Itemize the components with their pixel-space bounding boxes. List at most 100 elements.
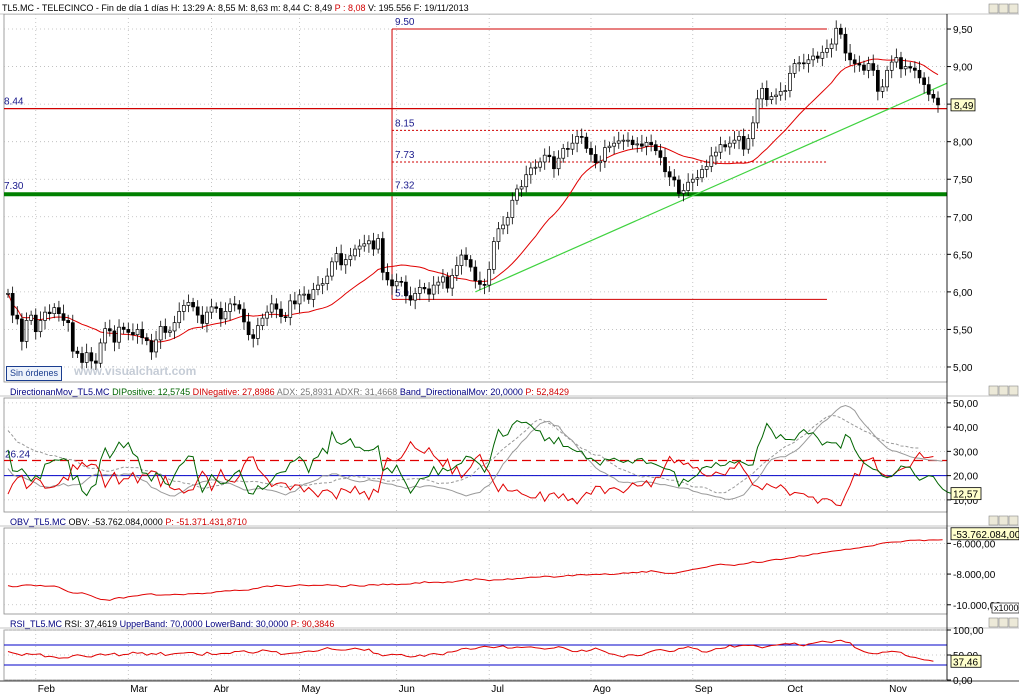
adx-line bbox=[7, 404, 943, 500]
panel-3-minimize-button[interactable] bbox=[988, 515, 999, 526]
price-header-a: A: 8,55 bbox=[207, 3, 236, 13]
candle-body bbox=[621, 139, 626, 142]
candle-body bbox=[700, 169, 704, 179]
panel-4-close-button[interactable] bbox=[1008, 617, 1019, 628]
dm-dashed-label: 26.24 bbox=[5, 449, 30, 460]
candle-body bbox=[84, 352, 89, 363]
candle-body bbox=[255, 325, 260, 339]
candle-body bbox=[413, 293, 418, 301]
candle-body bbox=[274, 303, 279, 310]
candle-body bbox=[306, 293, 311, 300]
candle-body bbox=[801, 62, 806, 65]
candle-body bbox=[737, 136, 741, 141]
candle-body bbox=[135, 329, 140, 336]
candle-body bbox=[181, 305, 186, 312]
candle-body bbox=[357, 245, 362, 250]
panel-3-restore-button[interactable] bbox=[998, 515, 1009, 526]
candle-body bbox=[783, 90, 788, 92]
candle-body bbox=[889, 61, 894, 71]
price-header-mn: m: 8,44 bbox=[271, 3, 301, 13]
panel-2-minimize-button[interactable] bbox=[988, 385, 999, 396]
candle-body bbox=[894, 57, 899, 63]
candle-body bbox=[542, 154, 547, 163]
panel-1-restore-button[interactable] bbox=[998, 3, 1009, 14]
candle-body bbox=[459, 254, 464, 266]
candle-body bbox=[593, 154, 598, 164]
candle-body bbox=[667, 171, 672, 178]
candle-body bbox=[232, 303, 237, 306]
rsi-line bbox=[7, 639, 934, 662]
panel-4-header-upper: UpperBand: 70,0000 bbox=[120, 619, 203, 629]
price-header-m: M: 8,63 bbox=[238, 3, 268, 13]
candle-body bbox=[297, 294, 302, 305]
candle-body bbox=[66, 320, 71, 324]
candle-body bbox=[917, 69, 922, 79]
candle-body bbox=[704, 166, 709, 170]
candle-body bbox=[279, 308, 283, 318]
panel-2-close-button[interactable] bbox=[1008, 385, 1019, 396]
candle-body bbox=[172, 322, 177, 332]
candle-body bbox=[265, 311, 269, 319]
candle-body bbox=[806, 59, 811, 64]
candle-body bbox=[223, 311, 228, 320]
candle-body bbox=[478, 280, 482, 285]
candle-body bbox=[427, 288, 431, 295]
panel-3-header-bg bbox=[0, 515, 1019, 526]
panel-4-header-bg bbox=[0, 617, 1019, 628]
panel-3-close-button[interactable] bbox=[1008, 515, 1019, 526]
candle-body bbox=[491, 241, 496, 270]
panel-4-restore-button[interactable] bbox=[998, 617, 1009, 628]
candle-body bbox=[6, 293, 10, 295]
candle-body bbox=[29, 314, 33, 321]
candle-body bbox=[417, 287, 422, 294]
candle-body bbox=[107, 328, 112, 332]
candle-body bbox=[168, 330, 172, 333]
candle-body bbox=[260, 317, 265, 327]
support-label: 7.30 bbox=[4, 181, 24, 192]
candle-body bbox=[926, 84, 931, 95]
candle-body bbox=[672, 176, 677, 181]
candle-body bbox=[746, 138, 751, 150]
panel-4-plot bbox=[3, 629, 948, 681]
candle-body bbox=[47, 311, 52, 315]
candle-body bbox=[228, 303, 232, 312]
panel-1-close-button[interactable] bbox=[1008, 3, 1019, 14]
candle-body bbox=[242, 308, 246, 323]
candle-body bbox=[764, 88, 769, 100]
candle-body bbox=[885, 69, 889, 88]
candle-body bbox=[820, 51, 825, 59]
panel-1-minimize-button[interactable] bbox=[988, 3, 999, 14]
candle-body bbox=[741, 136, 746, 150]
moving-average-line bbox=[7, 58, 939, 343]
panel-2-y-tick: 50,00 bbox=[953, 399, 978, 410]
candle-body bbox=[584, 136, 589, 149]
fib-bottom-label: 5.9 bbox=[395, 288, 409, 299]
orders-button[interactable]: Sin órdenes bbox=[6, 366, 63, 381]
panel-2-y-tick: 30,00 bbox=[953, 447, 978, 458]
candle-body bbox=[390, 279, 394, 287]
candle-body bbox=[857, 63, 862, 66]
candle-body bbox=[603, 147, 607, 162]
candle-body bbox=[774, 94, 778, 97]
panel-3-y-tick: -6.000,00 bbox=[953, 539, 996, 550]
price-last-value: 8,49 bbox=[954, 101, 974, 112]
candle-body bbox=[570, 142, 575, 150]
candle-body bbox=[131, 332, 135, 336]
candle-body bbox=[727, 142, 732, 148]
price-header-p: P : 8,08 bbox=[335, 3, 366, 13]
price-header-symbol: TL5.MC - TELECINCO - Fin de día 1 días bbox=[2, 3, 169, 13]
candle-body bbox=[246, 321, 251, 336]
candle-body bbox=[695, 177, 700, 180]
candle-body bbox=[663, 157, 667, 173]
candle-body bbox=[834, 27, 839, 45]
candle-body bbox=[760, 88, 765, 100]
panel-2-restore-button[interactable] bbox=[998, 385, 1009, 396]
trend-line bbox=[475, 82, 948, 293]
candle-body bbox=[436, 281, 441, 286]
panel-4-minimize-button[interactable] bbox=[988, 617, 999, 628]
candle-body bbox=[626, 139, 630, 142]
candle-body bbox=[399, 281, 404, 283]
fib-l1-label: 8.15 bbox=[395, 118, 415, 129]
candle-body bbox=[293, 300, 297, 305]
candle-body bbox=[769, 96, 774, 100]
